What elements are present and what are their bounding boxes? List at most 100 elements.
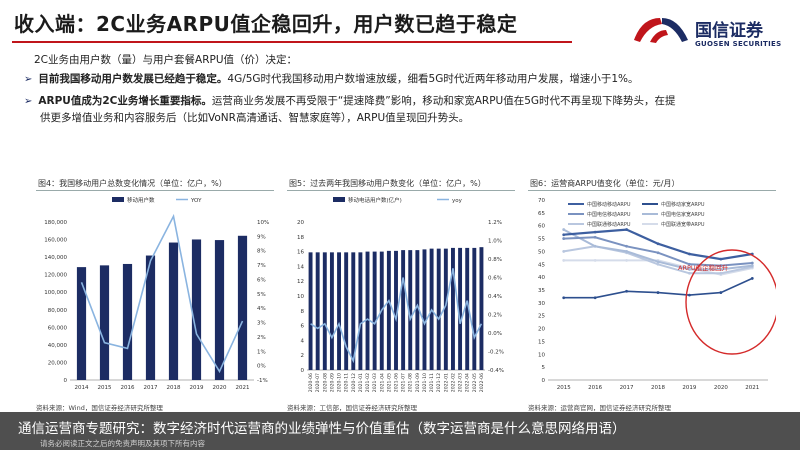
arpu-point (719, 257, 723, 261)
left-axis-tick-label: 6 (301, 324, 305, 330)
right-axis-tick-label: 5% (257, 292, 266, 298)
bullet-1-text: 4G/5G时代我国移动用户数增速放缓，细看5G时代近两年移动用户发展，增速小于1… (227, 73, 639, 85)
chart3-title: 图6：运营商ARPU值变化（单位：元/月） (530, 179, 680, 188)
x-axis-tick-label: 2022-04 (465, 373, 471, 392)
arpu-point (719, 291, 723, 294)
left-axis-tick-label: 18 (297, 235, 304, 241)
x-axis-tick-label: 2021-10 (422, 373, 428, 392)
arpu-point (562, 237, 566, 240)
right-axis-tick-label: 9% (257, 234, 266, 240)
arpu-point (593, 259, 597, 262)
x-axis-tick-label: 2021-09 (415, 373, 421, 392)
right-axis-tick-label: -1% (257, 378, 268, 384)
bar (372, 251, 377, 370)
arpu-point (656, 260, 660, 264)
bullet-2-bold: ARPU值成为2C业务增长重要指标。 (38, 95, 212, 107)
x-axis-tick-label: 2019 (682, 385, 696, 391)
legend-label: 中国联通宽带ARPU (661, 221, 705, 228)
x-axis-tick-label: 2016 (121, 385, 135, 391)
left-axis-tick-label: 180,000 (44, 220, 67, 226)
left-axis-tick-label: 16 (297, 250, 304, 256)
right-axis-tick-label: 3% (257, 321, 266, 327)
x-axis-tick-label: 2018 (651, 385, 665, 391)
chart2-source: 资料来源：工信部，国信证券经济研究所整理 (287, 404, 417, 412)
chart1-source: 资料来源：Wind，国信证券经济研究所整理 (36, 404, 163, 412)
bar (394, 250, 398, 370)
left-axis-tick-label: 20 (297, 220, 304, 226)
title-rule (12, 41, 572, 43)
bar (237, 235, 248, 380)
left-axis-tick-label: 40,000 (48, 343, 68, 349)
y-axis-tick-label: 40 (538, 275, 545, 281)
x-axis-tick-label: 2021-03 (372, 373, 378, 392)
bar (99, 265, 110, 380)
bar (465, 247, 470, 370)
chart2-title: 图5：过去两年我国移动用户数变化（单位：亿户，%） (289, 179, 486, 188)
annotation-ellipse (685, 249, 776, 355)
left-axis-tick-label: 0 (301, 368, 305, 374)
bullet-arrow-icon: ➢ (24, 74, 33, 85)
x-axis-tick-label: 2020 (213, 385, 227, 391)
arpu-point (688, 252, 691, 256)
right-axis-tick-label: 7% (257, 263, 266, 269)
bar (337, 252, 341, 370)
x-axis-tick-label: 2015 (557, 385, 571, 391)
arpu-point (688, 262, 691, 266)
y-axis-tick-label: 60 (538, 224, 545, 230)
right-axis-tick-label: 1% (257, 349, 266, 355)
bar (191, 239, 202, 380)
arpu-point (719, 268, 723, 271)
bar (401, 250, 406, 370)
y-axis-tick-label: 55 (538, 237, 545, 243)
arpu-point (688, 293, 691, 297)
bar (322, 252, 327, 370)
arpu-point (688, 268, 691, 271)
legend-label: 中国电信移动ARPU (587, 211, 631, 218)
right-axis-tick-label: 10% (257, 220, 269, 226)
bar (422, 249, 427, 370)
logo-text-cn: 国信证券 (695, 21, 763, 41)
y-axis-tick-label: 10 (538, 352, 545, 358)
x-axis-tick-label: 2017 (144, 385, 158, 391)
arpu-point (562, 233, 566, 237)
y-axis-tick-label: 5 (542, 365, 546, 371)
logo-text-en: GUOSEN SECURITIES (695, 40, 782, 48)
right-axis-tick-label: 8% (257, 249, 266, 255)
y-axis-tick-label: 15 (538, 339, 545, 345)
left-axis-tick-label: 120,000 (44, 273, 67, 279)
x-axis-tick-label: 2020-12 (351, 373, 357, 392)
bullet-1-bold: 目前我国移动用户数发展已经趋于稳定。 (38, 73, 228, 85)
x-axis-tick-label: 2021-02 (365, 373, 371, 392)
legend-label: 中国电信家宽ARPU (661, 211, 705, 218)
right-axis-tick-label: -0.2% (488, 350, 504, 356)
arpu-point (656, 242, 660, 246)
guosen-logo: 国信证券 GUOSEN SECURITIES (632, 10, 792, 54)
x-axis-tick-label: 2019 (190, 385, 204, 391)
bullet-1: ➢ 目前我国移动用户数发展已经趋于稳定。4G/5G时代我国移动用户数增速放缓，细看… (24, 71, 774, 88)
bar (329, 252, 334, 370)
arpu-point (625, 244, 628, 248)
x-axis-tick-label: 2020-10 (337, 373, 343, 392)
arpu-line (563, 277, 753, 299)
y-axis-tick-label: 25 (538, 314, 545, 320)
x-axis-tick-label: 2021-04 (379, 373, 385, 392)
arpu-point (593, 235, 597, 239)
x-axis-tick-label: 2021-11 (429, 373, 435, 392)
bar (351, 252, 356, 370)
caption-overlay: 通信运营商专题研究：数字经济时代运营商的业绩弹性与价值重估（数字运营商是什么意思… (0, 412, 800, 450)
x-axis-tick-label: 2020 (714, 385, 728, 391)
bullet-2-text: 运营商业务发展不再受限于“提速降费”影响，移动和家宽ARPU值在5G时代不再呈现… (211, 95, 676, 107)
arpu-point (719, 271, 723, 275)
bar (145, 255, 156, 380)
right-axis-tick-label: 6% (257, 277, 266, 283)
left-axis-tick-label: 2 (301, 353, 305, 359)
chart2-title-rule (287, 190, 515, 191)
y-axis-tick-label: 0 (542, 378, 546, 384)
bar (315, 252, 320, 370)
arpu-point (562, 228, 566, 231)
bar (472, 247, 477, 370)
chart1-title: 图4：我国移动用户总数变化情况（单位：亿户，%） (38, 179, 227, 188)
y-axis-tick-label: 65 (538, 211, 545, 217)
bar (308, 252, 313, 370)
arpu-point (750, 264, 754, 267)
